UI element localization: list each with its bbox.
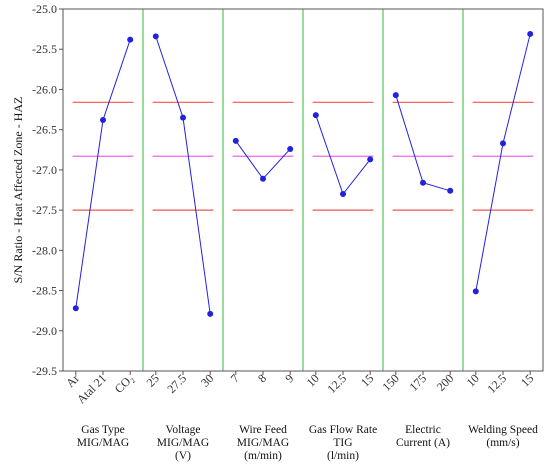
data-point: [367, 156, 374, 163]
data-series: [72, 30, 534, 317]
factor-label-line: TIG: [333, 437, 352, 449]
y-tick-label: -25.0: [32, 2, 57, 16]
factor-label-line: Voltage: [166, 424, 201, 436]
factor-label-line: (m/min): [244, 450, 282, 462]
data-point: [287, 145, 294, 152]
y-tick-label: -27.5: [32, 203, 57, 217]
factor-label: Electric Current (A): [396, 424, 450, 449]
factor-label: Wire Feed MIG/MAG (m/min): [237, 424, 289, 462]
factor-label-line: MIG/MAG: [77, 437, 129, 449]
y-tick-label: -28.0: [32, 243, 57, 257]
factor-label-line: Gas Flow Rate: [309, 424, 377, 436]
data-point: [152, 33, 159, 40]
data-point: [420, 179, 426, 186]
factor-label-line: (mm/s): [486, 437, 519, 449]
panel-separators: [142, 9, 464, 371]
reference-lines: [72, 101, 534, 211]
factor-label-line: (V): [175, 450, 191, 462]
factor-label-line: Current (A): [396, 437, 450, 449]
y-axis: -25.0 -25.5 -26.0 -26.5 -27.0 -27.5 -28.0 -28.5…: [32, 2, 63, 378]
factor-label: Gas Type MIG/MAG: [77, 424, 129, 449]
y-tick-label: -29.5: [32, 364, 57, 378]
y-axis-title: S/N Ratio - Heat Affected Zone - HAZ: [11, 97, 25, 284]
y-tick-label: -26.0: [32, 82, 57, 96]
plot-frame: [62, 8, 544, 372]
factor-label-line: Wire Feed: [239, 424, 287, 436]
data-point: [312, 112, 319, 119]
y-tick-label: -27.0: [32, 163, 57, 177]
data-point: [100, 117, 106, 124]
factor-label: Welding Speed (mm/s): [468, 424, 538, 449]
factor-label-line: MIG/MAG: [157, 437, 209, 449]
data-point: [180, 114, 186, 121]
factor-label-line: MIG/MAG: [237, 437, 289, 449]
data-point: [340, 191, 346, 198]
factor-label-line: (l/min): [327, 450, 359, 462]
data-point: [232, 137, 239, 144]
factor-label-line: Welding Speed: [468, 424, 538, 436]
factor-label: Voltage MIG/MAG (V): [157, 424, 209, 462]
data-point: [127, 36, 134, 43]
data-point: [500, 140, 506, 147]
factor-label: Gas Flow Rate TIG (l/min): [309, 424, 377, 462]
y-tick-label: -26.5: [32, 123, 57, 137]
data-point: [207, 310, 214, 317]
y-tick-label: -29.0: [32, 324, 57, 338]
y-tick-label: -25.5: [32, 42, 57, 56]
data-point: [447, 187, 454, 194]
data-point: [72, 305, 79, 312]
data-point: [260, 175, 266, 182]
factor-label-line: Electric: [405, 424, 441, 436]
data-point: [527, 30, 534, 37]
y-tick-label: -28.5: [32, 284, 57, 298]
data-point: [392, 92, 399, 99]
data-point: [472, 288, 479, 295]
factor-label-line: Gas Type: [81, 424, 124, 436]
